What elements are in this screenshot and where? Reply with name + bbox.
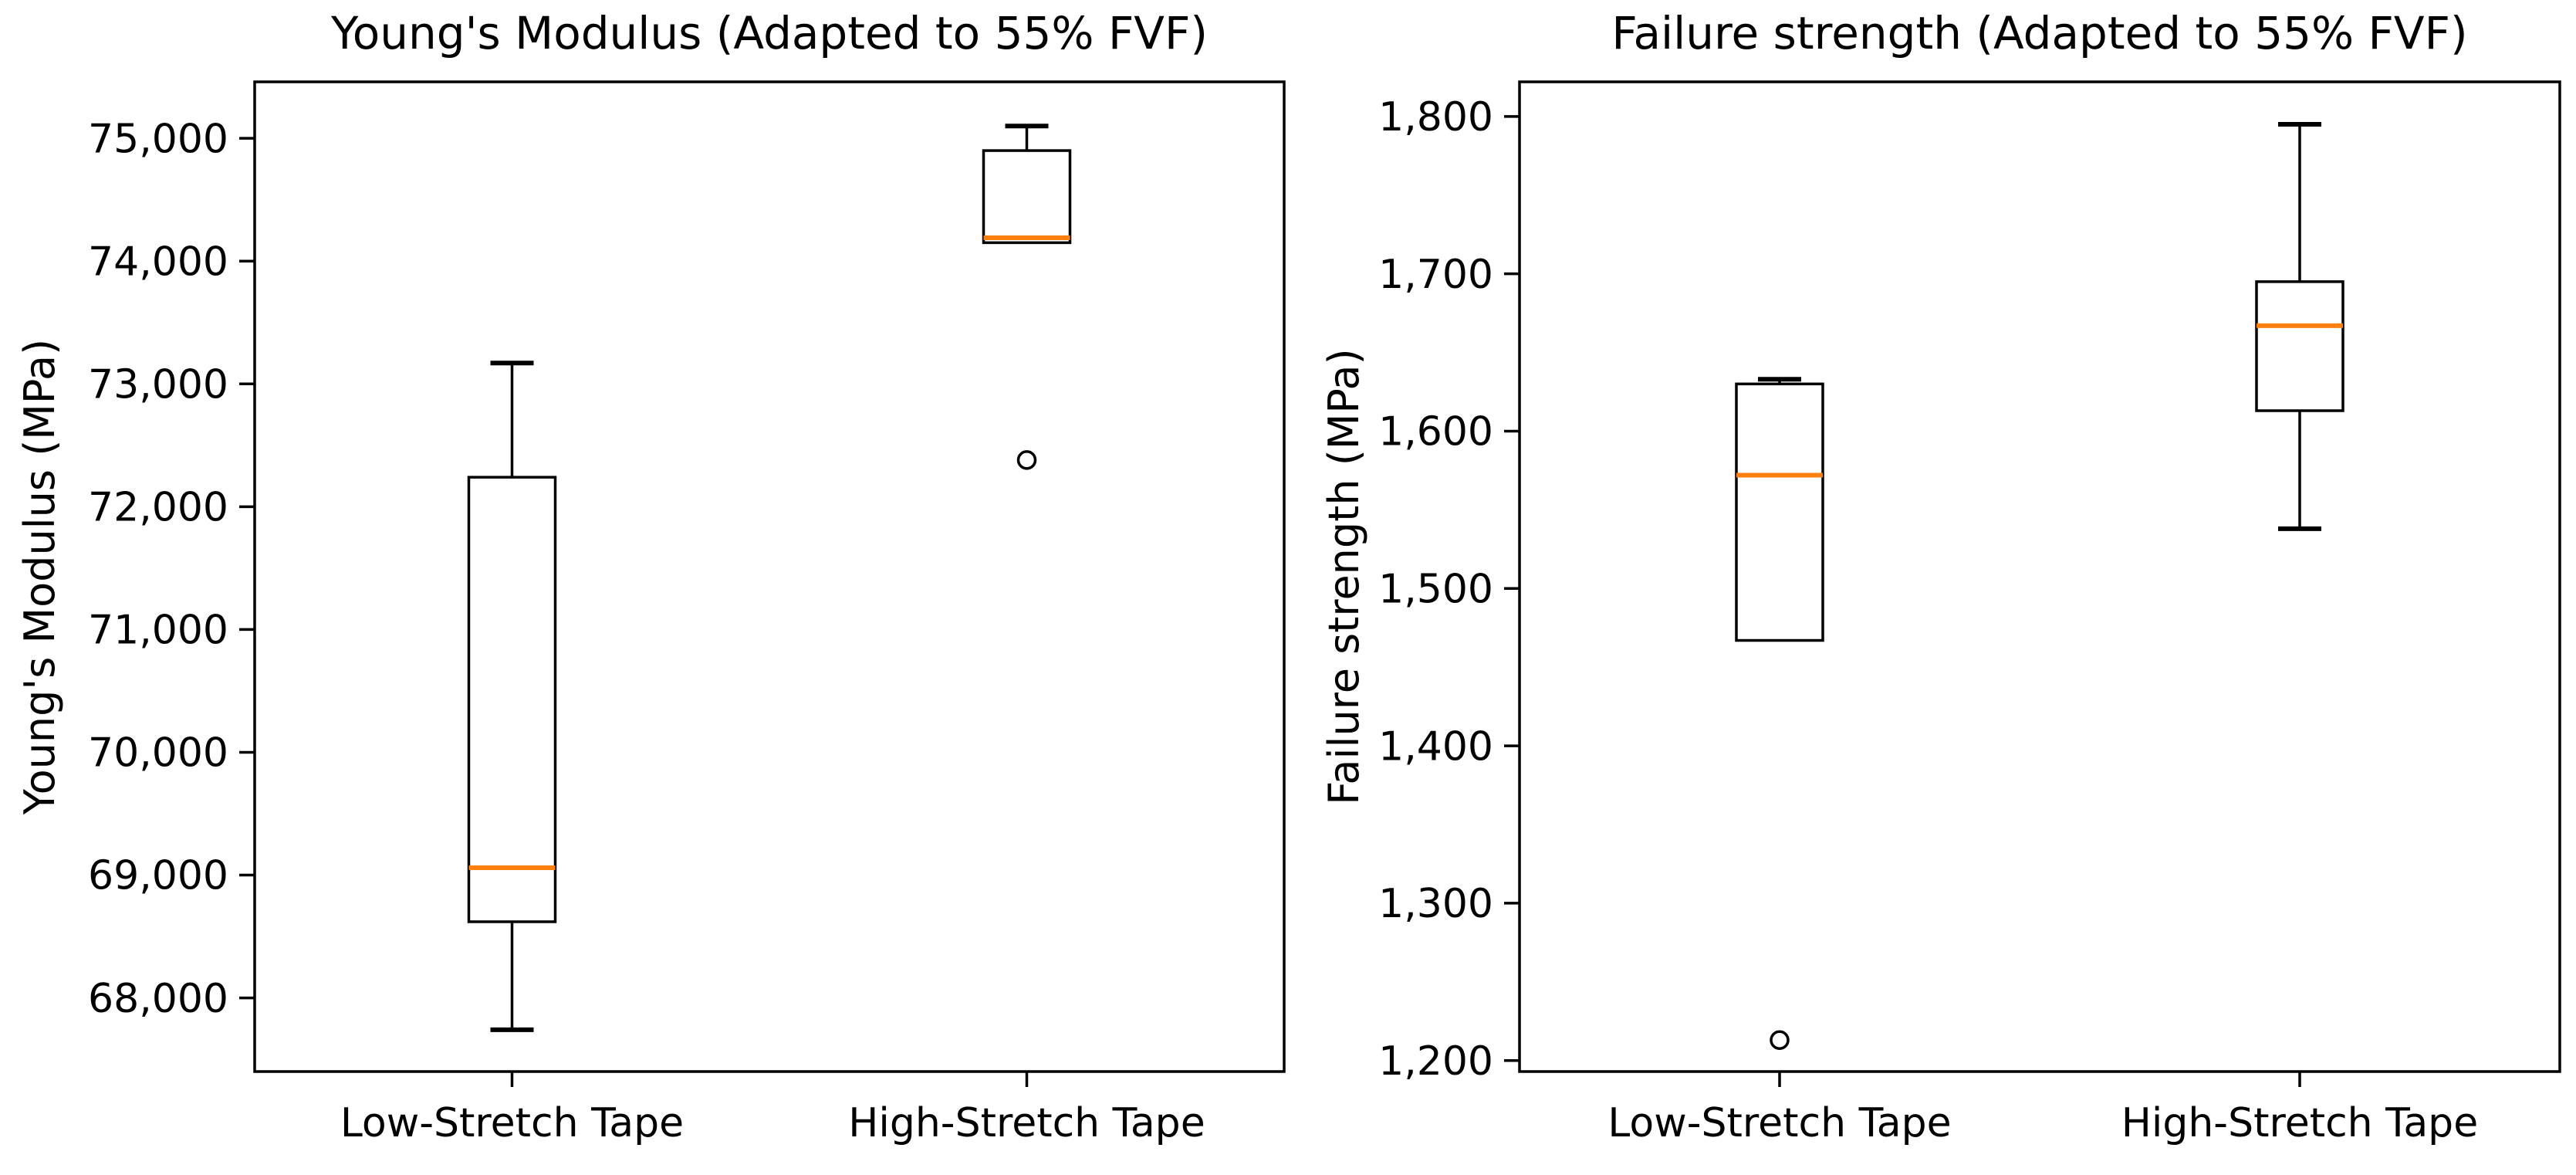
box-high-stretch-tape [2255, 122, 2344, 531]
y-tick-label: 1,500 [1378, 566, 1493, 612]
box-low-stretch-tape [1735, 377, 1824, 1050]
box-low-stretch-tape [467, 361, 557, 1032]
box-high-stretch-tape [982, 124, 1072, 470]
box-rect [467, 476, 557, 923]
x-axis-category-label: High-Stretch Tape [2121, 1100, 2478, 1146]
x-axis-category-label: High-Stretch Tape [848, 1100, 1205, 1146]
x-axis-category-label: Low-Stretch Tape [340, 1100, 684, 1146]
youngs-modulus-plot: 68,000 69,000 70,000 71,000 72,000 73,000 74,0… [88, 80, 1286, 1146]
box-rect [982, 149, 1072, 245]
plot-frame [253, 80, 1286, 1073]
left-plot-title: Young's Modulus (Adapted to 55% FVF) [331, 7, 1208, 59]
y-tick-label: 69,000 [88, 853, 228, 899]
box-rect [2255, 280, 2344, 412]
y-tick-label: 1,400 [1378, 723, 1493, 770]
y-tick-label: 72,000 [88, 485, 228, 531]
y-tick-label: 70,000 [88, 730, 228, 777]
y-tick-label: 1,600 [1378, 409, 1493, 455]
y-tick-label: 71,000 [88, 608, 228, 654]
outlier-point [1016, 450, 1037, 470]
failure-strength-plot: 1,200 1,300 1,400 1,500 1,600 1,700 1,800 Low-S… [1378, 80, 2561, 1146]
y-tick-label: 68,000 [88, 976, 228, 1022]
outlier-point [1770, 1030, 1790, 1050]
right-plot-title: Failure strength (Adapted to 55% FVF) [1611, 7, 2468, 59]
y-tick-label: 74,000 [88, 239, 228, 285]
plot-frame [1518, 80, 2561, 1073]
y-tick-label: 1,300 [1378, 881, 1493, 927]
y-tick-label: 1,200 [1378, 1038, 1493, 1085]
y-tick-label: 1,800 [1378, 94, 1493, 141]
y-tick-label: 75,000 [88, 116, 228, 162]
x-axis-category-label: Low-Stretch Tape [1607, 1100, 1951, 1146]
y-tick-label: 73,000 [88, 361, 228, 408]
y-tick-label: 1,700 [1378, 252, 1493, 298]
box-rect [1735, 382, 1824, 642]
